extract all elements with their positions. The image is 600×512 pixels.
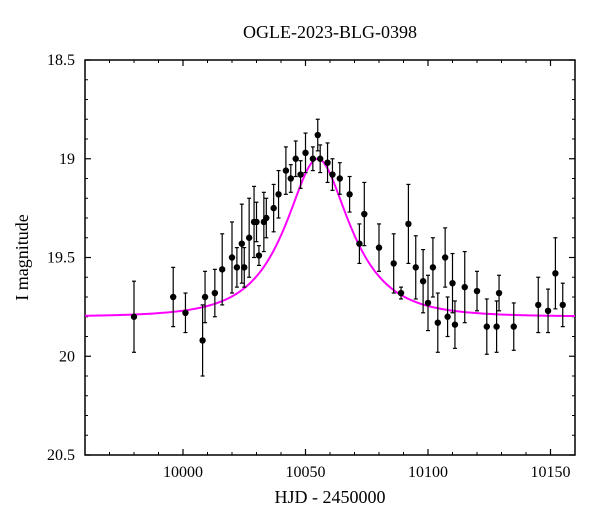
data-point (545, 308, 551, 314)
data-point (302, 150, 308, 156)
data-point (413, 264, 419, 270)
data-point (462, 284, 468, 290)
chart-container: OGLE-2023-BLG-0398 10000 10050 10100 10150 18… (0, 0, 600, 512)
data-point (270, 205, 276, 211)
data-point (202, 294, 208, 300)
data-point (449, 280, 455, 286)
data-point (444, 314, 450, 320)
y-tick-label: 18.5 (47, 52, 75, 69)
x-tick-label: 10100 (408, 464, 448, 481)
x-tick-label: 10000 (163, 464, 203, 481)
data-point (310, 156, 316, 162)
data-point (425, 300, 431, 306)
data-point (405, 221, 411, 227)
data-point (376, 244, 382, 250)
data-point (315, 132, 321, 138)
data-point (442, 254, 448, 260)
data-point (493, 323, 499, 329)
data-point (560, 302, 566, 308)
data-point (253, 219, 259, 225)
data-point (246, 235, 252, 241)
data-point (182, 310, 188, 316)
data-point (234, 264, 240, 270)
data-point (288, 175, 294, 181)
data-point (511, 323, 517, 329)
data-point (552, 270, 558, 276)
y-tick-label: 20.5 (47, 447, 75, 464)
y-tick-label: 19.5 (47, 250, 75, 267)
x-tick-label: 10150 (531, 464, 571, 481)
data-point (317, 156, 323, 162)
y-tick-label: 19 (59, 151, 75, 168)
data-point (199, 337, 205, 343)
data-point (452, 321, 458, 327)
x-tick-label: 10050 (286, 464, 326, 481)
data-point (496, 290, 502, 296)
data-point (239, 240, 245, 246)
data-point (391, 260, 397, 266)
data-point (420, 278, 426, 284)
data-point (170, 294, 176, 300)
data-point (535, 302, 541, 308)
data-point (219, 266, 225, 272)
data-point (430, 264, 436, 270)
data-point (361, 211, 367, 217)
data-point (297, 171, 303, 177)
data-point (241, 264, 247, 270)
data-point (324, 160, 330, 166)
data-point (474, 288, 480, 294)
data-point (435, 319, 441, 325)
y-tick-label: 20 (59, 348, 75, 365)
lightcurve-chart: OGLE-2023-BLG-0398 10000 10050 10100 10150 18… (0, 0, 600, 512)
y-axis-label: I magnitude (12, 214, 32, 300)
data-point (346, 191, 352, 197)
data-point (263, 215, 269, 221)
data-point (484, 323, 490, 329)
data-point (356, 240, 362, 246)
data-point (329, 171, 335, 177)
data-point (398, 290, 404, 296)
chart-title: OGLE-2023-BLG-0398 (243, 22, 417, 42)
data-point (337, 175, 343, 181)
data-point (283, 167, 289, 173)
data-point (212, 290, 218, 296)
data-point (256, 252, 262, 258)
data-point (293, 156, 299, 162)
data-point (275, 191, 281, 197)
data-point (131, 314, 137, 320)
x-axis-label: HJD - 2450000 (275, 487, 386, 507)
data-point (229, 254, 235, 260)
